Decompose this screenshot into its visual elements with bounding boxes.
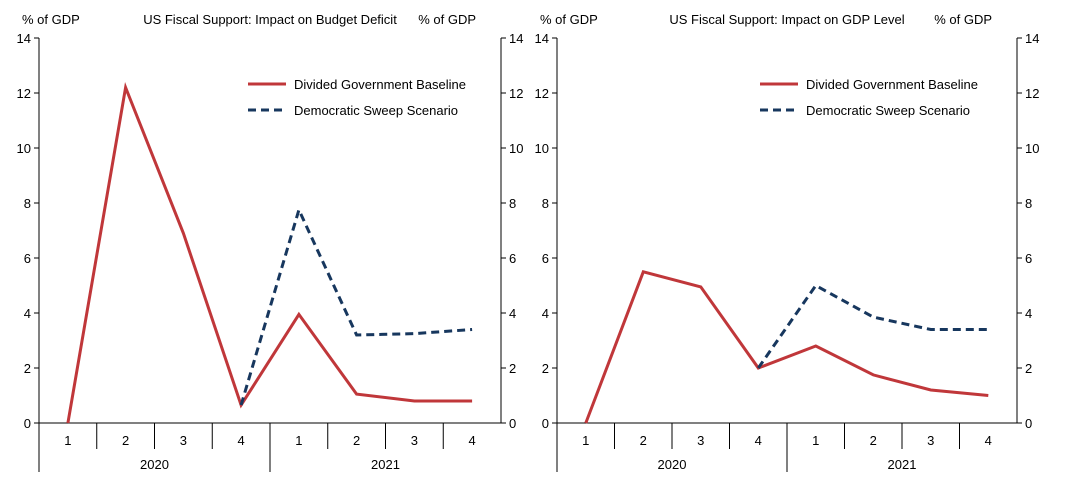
x-tick-label: 2 (353, 433, 360, 448)
y-tick-label-left: 0 (542, 416, 549, 431)
budget-deficit-chart: US Fiscal Support: Impact on Budget Defi… (17, 12, 523, 472)
x-tick-label: 2 (640, 433, 647, 448)
y-tick-label-right: 6 (1025, 251, 1032, 266)
y-tick-label-right: 4 (1025, 306, 1032, 321)
y-axis-label-left: % of GDP (540, 12, 598, 27)
y-axis-label-right: % of GDP (418, 12, 476, 27)
y-tick-label-left: 12 (535, 86, 549, 101)
x-tick-label: 4 (238, 433, 245, 448)
y-tick-label-left: 4 (542, 306, 549, 321)
x-tick-label: 4 (985, 433, 992, 448)
y-tick-label-left: 6 (542, 251, 549, 266)
x-tick-label: 4 (755, 433, 762, 448)
y-tick-label-right: 0 (1025, 416, 1032, 431)
gdp-level-chart: US Fiscal Support: Impact on GDP Level % … (535, 12, 1039, 472)
y-tick-label-right: 8 (1025, 196, 1032, 211)
chart-title: US Fiscal Support: Impact on Budget Defi… (143, 12, 397, 27)
x-tick-label: 4 (469, 433, 476, 448)
x-group-label: 2021 (371, 457, 400, 472)
y-tick-label-right: 0 (509, 416, 516, 431)
x-tick-label: 3 (411, 433, 418, 448)
y-tick-label-left: 10 (17, 141, 31, 156)
y-axis-label-right: % of GDP (934, 12, 992, 27)
y-tick-label-right: 4 (509, 306, 516, 321)
y-tick-label-left: 12 (17, 86, 31, 101)
y-tick-label-left: 6 (24, 251, 31, 266)
y-tick-label-right: 12 (509, 86, 523, 101)
legend-label: Divided Government Baseline (806, 77, 978, 92)
y-tick-label-right: 2 (1025, 361, 1032, 376)
democratic-sweep-line (239, 205, 473, 406)
baseline-line (584, 270, 989, 424)
y-tick-label-left: 2 (24, 361, 31, 376)
x-tick-label: 1 (64, 433, 71, 448)
y-tick-label-left: 14 (535, 31, 549, 46)
x-tick-label: 3 (697, 433, 704, 448)
y-tick-label-right: 8 (509, 196, 516, 211)
chart-title: US Fiscal Support: Impact on GDP Level (669, 12, 904, 27)
x-tick-label: 1 (295, 433, 302, 448)
legend-label: Democratic Sweep Scenario (806, 103, 970, 118)
y-tick-label-right: 2 (509, 361, 516, 376)
y-tick-label-right: 14 (509, 31, 523, 46)
y-tick-label-left: 8 (542, 196, 549, 211)
x-tick-label: 3 (180, 433, 187, 448)
x-group-label: 2021 (888, 457, 917, 472)
y-tick-label-right: 14 (1025, 31, 1039, 46)
x-tick-label: 2 (122, 433, 129, 448)
x-tick-label: 1 (582, 433, 589, 448)
y-tick-label-left: 14 (17, 31, 31, 46)
y-tick-label-left: 2 (542, 361, 549, 376)
y-tick-label-left: 4 (24, 306, 31, 321)
y-tick-label-right: 10 (509, 141, 523, 156)
legend-label: Divided Government Baseline (294, 77, 466, 92)
democratic-sweep-line (757, 283, 989, 369)
y-tick-label-right: 6 (509, 251, 516, 266)
baseline-line (66, 81, 473, 424)
y-tick-label-left: 0 (24, 416, 31, 431)
x-group-label: 2020 (140, 457, 169, 472)
x-tick-label: 1 (812, 433, 819, 448)
x-tick-label: 3 (927, 433, 934, 448)
x-tick-label: 2 (870, 433, 877, 448)
y-tick-label-right: 12 (1025, 86, 1039, 101)
y-tick-label-right: 10 (1025, 141, 1039, 156)
y-tick-label-left: 8 (24, 196, 31, 211)
legend-label: Democratic Sweep Scenario (294, 103, 458, 118)
y-axis-label-left: % of GDP (22, 12, 80, 27)
y-tick-label-left: 10 (535, 141, 549, 156)
x-group-label: 2020 (658, 457, 687, 472)
